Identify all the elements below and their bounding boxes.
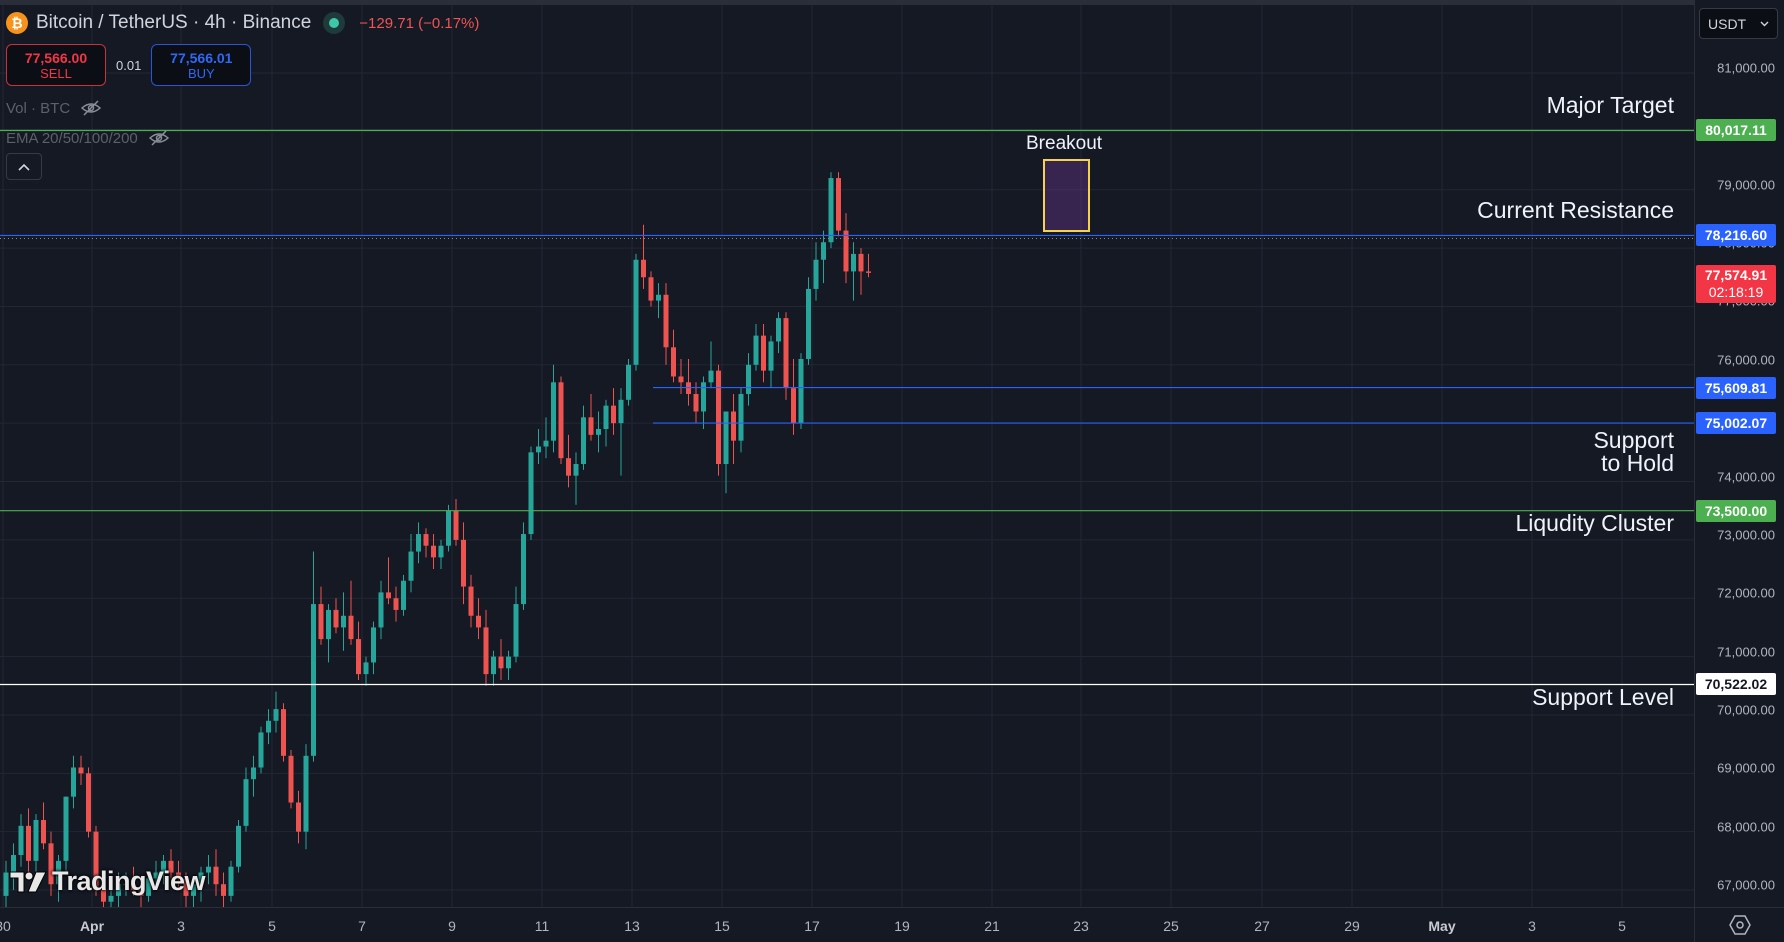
time-label: 21 [984, 918, 1000, 934]
time-label: 3 [1528, 918, 1536, 934]
tradingview-watermark: TradingView [8, 866, 206, 897]
time-label: 5 [1618, 918, 1626, 934]
bar-countdown: 02:18:19 [1708, 283, 1764, 300]
price-tick: 74,000.00 [1717, 469, 1775, 485]
time-label: 25 [1163, 918, 1179, 934]
price-tick: 67,000.00 [1717, 877, 1775, 893]
price-tick: 76,000.00 [1717, 352, 1775, 368]
time-label: 29 [1344, 918, 1360, 934]
support-level-price-tag: 70,522.02 [1696, 673, 1776, 696]
buy-price: 77,566.01 [170, 49, 233, 66]
time-label: 11 [534, 918, 550, 934]
axis-settings-button[interactable] [1694, 907, 1784, 942]
currency-select[interactable]: USDT [1699, 8, 1778, 39]
indicator-ema[interactable]: EMA 20/50/100/200 [6, 126, 479, 150]
indicator-volume[interactable]: Vol · BTC [6, 96, 479, 120]
time-label: Apr [79, 918, 105, 934]
support-to-hold-price-tag: 75,002.07 [1696, 412, 1776, 435]
breakout-annotation: Breakout [1026, 133, 1103, 154]
watermark-text: TradingView [52, 866, 206, 896]
time-label: 19 [894, 918, 910, 934]
indicator-label: Vol · BTC [6, 99, 71, 117]
chevron-up-icon [18, 163, 30, 171]
time-label: 23 [1073, 918, 1089, 934]
liquidity-cluster-price-tag: 73,500.00 [1696, 499, 1776, 522]
top-border [0, 0, 1784, 5]
time-label: 3 [177, 918, 185, 934]
sell-price: 77,566.00 [24, 49, 88, 66]
collapse-legend-button[interactable] [6, 153, 42, 180]
time-label: 7 [358, 918, 366, 934]
time-label: May [1428, 918, 1456, 934]
buy-label: BUY [187, 65, 215, 81]
time-label: 15 [714, 918, 730, 934]
bitcoin-icon: ₿ [6, 12, 28, 34]
candles [3, 172, 871, 907]
tradingview-logo-icon [9, 871, 47, 892]
price-tick: 81,000.00 [1717, 60, 1775, 76]
indicator-label: EMA 20/50/100/200 [6, 129, 138, 147]
time-label: 13 [624, 918, 640, 934]
last-price-tag: 77,574.91 02:18:19 [1696, 264, 1776, 303]
time-label: 9 [448, 918, 456, 934]
major-target-price-tag: 80,017.11 [1696, 119, 1776, 142]
support-level-annotation: Support Level [1532, 684, 1674, 710]
chart-plot-area[interactable] [0, 5, 1694, 907]
price-tick: 69,000.00 [1717, 760, 1775, 776]
market-status-icon[interactable] [323, 12, 346, 34]
support-to-hold-annotation: Support to Hold [1593, 427, 1674, 476]
price-tick: 71,000.00 [1717, 644, 1775, 660]
last-price-value: 77,574.91 [1704, 266, 1768, 283]
time-label: 17 [804, 918, 820, 934]
candlestick-chart [0, 5, 1694, 907]
price-tick: 73,000.00 [1717, 527, 1775, 543]
spread-value: 0.01 [116, 57, 142, 73]
symbol-header: ₿ Bitcoin / TetherUS · 4h · Binance −129… [6, 10, 479, 36]
time-axis[interactable]: 30 Apr 3 5 7 9 11 13 15 17 19 21 23 25 27 29 May 3 5 [0, 907, 1694, 942]
current-resistance-annotation: Current Resistance [1477, 197, 1674, 223]
price-tick: 68,000.00 [1717, 819, 1775, 835]
price-tick: 70,000.00 [1717, 702, 1775, 718]
trade-row: 77,566.00 SELL 0.01 77,566.01 BUY [6, 44, 479, 86]
major-target-annotation: Major Target [1546, 92, 1674, 118]
price-tick: 79,000.00 [1717, 177, 1775, 193]
time-label: 27 [1254, 918, 1270, 934]
eye-hidden-icon[interactable] [148, 130, 170, 146]
time-label: 30 [0, 918, 11, 934]
symbol-title[interactable]: Bitcoin / TetherUS · 4h · Binance [36, 12, 312, 33]
price-axis[interactable]: 81,000.0079,000.0078,000.0077,000.0076,0… [1694, 0, 1784, 907]
price-change: −129.71 (−0.17%) [359, 14, 480, 32]
time-label: 5 [268, 918, 276, 934]
legend: ₿ Bitcoin / TetherUS · 4h · Binance −129… [6, 10, 479, 150]
chevron-down-icon [1760, 21, 1769, 26]
current-resistance-price-tag: 78,216.60 [1696, 224, 1776, 247]
eye-hidden-icon[interactable] [80, 100, 102, 116]
support-upper-price-tag: 75,609.81 [1696, 376, 1776, 399]
price-tick: 72,000.00 [1717, 585, 1775, 601]
currency-value: USDT [1708, 15, 1747, 32]
liquidity-cluster-annotation: Liqudity Cluster [1515, 510, 1674, 536]
settings-hexagon-icon [1729, 915, 1751, 935]
sell-label: SELL [40, 65, 72, 81]
sell-button[interactable]: 77,566.00 SELL [6, 44, 106, 86]
buy-button[interactable]: 77,566.01 BUY [151, 44, 252, 86]
